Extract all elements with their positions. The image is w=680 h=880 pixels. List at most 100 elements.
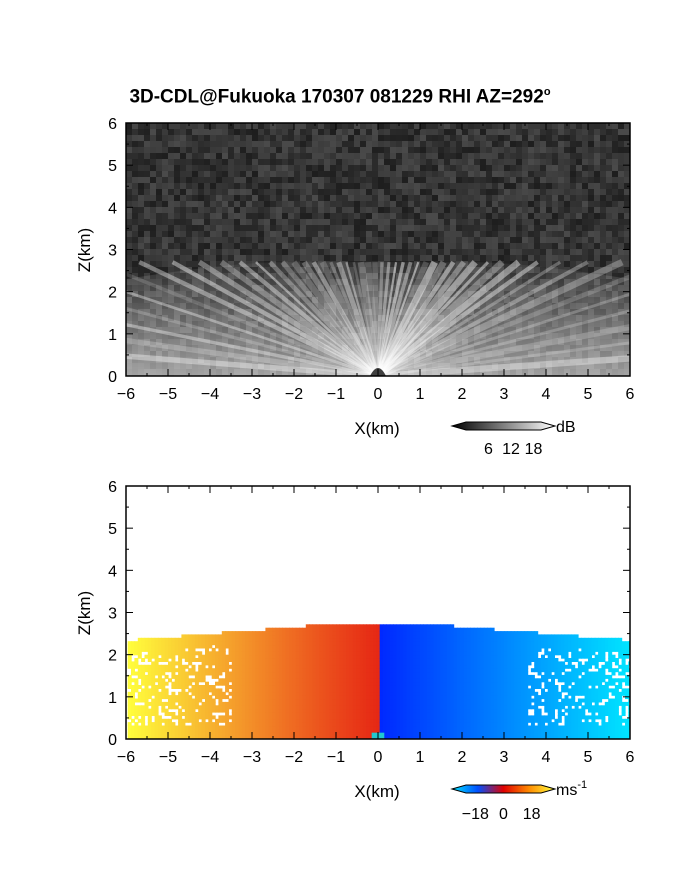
- velocity-cell: [154, 708, 159, 713]
- noise-cell: [504, 225, 510, 231]
- velocity-cell: [154, 728, 159, 733]
- velocity-cell: [272, 668, 277, 673]
- velocity-cell: [215, 691, 219, 696]
- velocity-cell: [245, 681, 250, 686]
- echo-ray: [138, 260, 379, 376]
- noise-cell: [552, 261, 558, 267]
- echo-ray: [375, 259, 505, 376]
- velocity-cell: [191, 728, 196, 733]
- velocity-cell: [161, 725, 166, 730]
- noise-cell: [522, 189, 528, 195]
- noise-cell: [432, 189, 438, 195]
- noise-cell: [168, 177, 174, 183]
- noise-cell: [444, 207, 450, 213]
- noise-cell: [474, 147, 480, 153]
- velocity-cell: [131, 668, 135, 673]
- velocity-cell: [252, 685, 256, 689]
- noise-cell: [594, 135, 600, 141]
- noise-cell: [276, 153, 282, 159]
- noise-cell: [570, 207, 576, 213]
- noise-cell: [306, 195, 312, 201]
- noise-cell: [426, 129, 432, 135]
- noise-cell: [348, 165, 354, 171]
- noise-cell: [420, 183, 426, 189]
- velocity-cell: [255, 718, 260, 723]
- velocity-cell: [262, 631, 267, 636]
- velocity-cell: [144, 688, 149, 693]
- noise-cell: [450, 195, 456, 201]
- velocity-cell: [141, 722, 146, 727]
- velocity-cell: [258, 718, 263, 723]
- velocity-cell: [218, 708, 223, 713]
- noise-cell: [156, 261, 162, 267]
- velocity-cell: [208, 661, 213, 666]
- noise-cell: [252, 213, 258, 219]
- noise-cell: [552, 171, 558, 177]
- noise-cell: [372, 237, 378, 243]
- noise-cell: [318, 201, 324, 207]
- noise-cell: [456, 213, 462, 219]
- noise-cell: [594, 159, 600, 165]
- velocity-cell: [275, 732, 280, 737]
- velocity-cell: [211, 705, 216, 710]
- noise-cell: [312, 165, 318, 171]
- noise-cell: [510, 123, 516, 129]
- noise-cell: [282, 189, 288, 195]
- velocity-cell: [161, 735, 166, 739]
- noise-cell: [156, 231, 162, 237]
- noise-cell: [558, 123, 564, 129]
- noise-cell: [372, 123, 378, 129]
- echo-ray: [376, 261, 405, 376]
- velocity-cell: [272, 705, 277, 710]
- velocity-cell: [228, 654, 233, 659]
- noise-cell: [450, 141, 456, 147]
- noise-cell: [330, 135, 336, 141]
- echo-ray: [301, 260, 381, 376]
- noise-cell: [534, 171, 540, 177]
- noise-cell: [504, 195, 510, 201]
- velocity-cell: [248, 688, 253, 693]
- noise-cell: [570, 123, 576, 129]
- velocity-cell: [221, 718, 226, 723]
- noise-cell: [180, 147, 186, 153]
- velocity-cell: [248, 631, 253, 636]
- noise-cell: [276, 177, 282, 183]
- noise-cell: [618, 231, 624, 237]
- noise-cell: [330, 243, 336, 249]
- reflectivity-colorbar: dB 6 12 18: [450, 419, 576, 458]
- noise-cell: [252, 123, 258, 129]
- noise-cell: [528, 129, 534, 135]
- velocity-cell: [211, 735, 216, 739]
- velocity-cell: [131, 671, 135, 676]
- velocity-cell: [154, 651, 159, 656]
- noise-cell: [390, 177, 396, 183]
- velocity-cell: [188, 658, 193, 662]
- noise-cell: [138, 129, 144, 135]
- noise-cell: [492, 255, 498, 261]
- noise-cell: [186, 189, 192, 195]
- velocity-cell: [205, 654, 209, 659]
- noise-cell: [228, 129, 234, 135]
- noise-cell: [180, 255, 186, 261]
- noise-cell: [192, 189, 198, 195]
- velocity-cell: [265, 728, 270, 733]
- noise-cell: [534, 231, 540, 237]
- velocity-cell: [151, 708, 156, 713]
- velocity-cell: [131, 732, 135, 737]
- noise-cell: [150, 195, 156, 201]
- velocity-cell: [265, 701, 270, 706]
- velocity-cell: [235, 705, 240, 710]
- velocity-cell: [178, 661, 183, 666]
- velocity-cell: [198, 634, 203, 639]
- noise-cell: [342, 231, 348, 237]
- noise-cell: [444, 141, 450, 147]
- noise-cell: [156, 267, 162, 273]
- noise-cell: [438, 243, 444, 249]
- noise-cell: [534, 225, 540, 231]
- velocity-cell: [147, 735, 152, 739]
- noise-cell: [624, 153, 630, 159]
- velocity-cell: [168, 654, 172, 659]
- velocity-cell: [275, 718, 280, 723]
- velocity-cell: [225, 718, 230, 723]
- noise-cell: [306, 129, 312, 135]
